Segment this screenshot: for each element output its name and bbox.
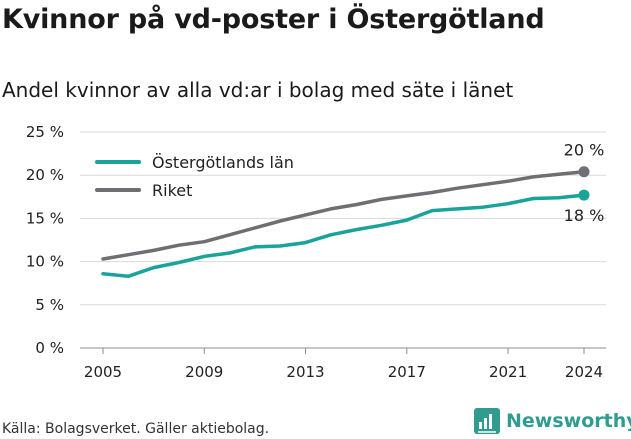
x-tick-label: 2013 — [286, 363, 324, 381]
y-tick-label: 0 % — [35, 339, 64, 357]
y-tick-label: 20 % — [26, 166, 64, 184]
legend-label-riket: Riket — [152, 181, 192, 200]
end-point-riket — [578, 166, 590, 178]
y-tick-label: 25 % — [26, 123, 64, 141]
y-tick-label: 5 % — [35, 296, 64, 314]
x-tick-label: 2017 — [388, 363, 426, 381]
x-tick-label: 2005 — [84, 363, 122, 381]
end-label-ostergotland: 18 % — [564, 206, 605, 225]
newsworthy-brand[interactable]: Newsworthy — [474, 408, 631, 434]
source-note: Källa: Bolagsverket. Gäller aktiebolag. — [2, 421, 270, 437]
bar-chart-icon — [474, 408, 500, 434]
y-tick-label: 15 % — [26, 209, 64, 227]
end-label-riket: 20 % — [564, 141, 605, 160]
x-tick-label: 2021 — [489, 363, 527, 381]
x-tick-label: 2024 — [565, 363, 603, 381]
x-tick-label: 2009 — [185, 363, 223, 381]
series-line-ostergotland — [101, 193, 586, 279]
chart-title: Kvinnor på vd-poster i Östergötland — [2, 4, 545, 35]
brand-name: Newsworthy — [506, 410, 631, 432]
end-point-ostergotland — [578, 189, 590, 201]
series-line-riket — [101, 169, 586, 261]
legend-label-ostergotland: Östergötlands län — [152, 153, 294, 172]
y-tick-label: 10 % — [26, 253, 64, 271]
chart-subtitle: Andel kvinnor av alla vd:ar i bolag med … — [2, 78, 514, 102]
